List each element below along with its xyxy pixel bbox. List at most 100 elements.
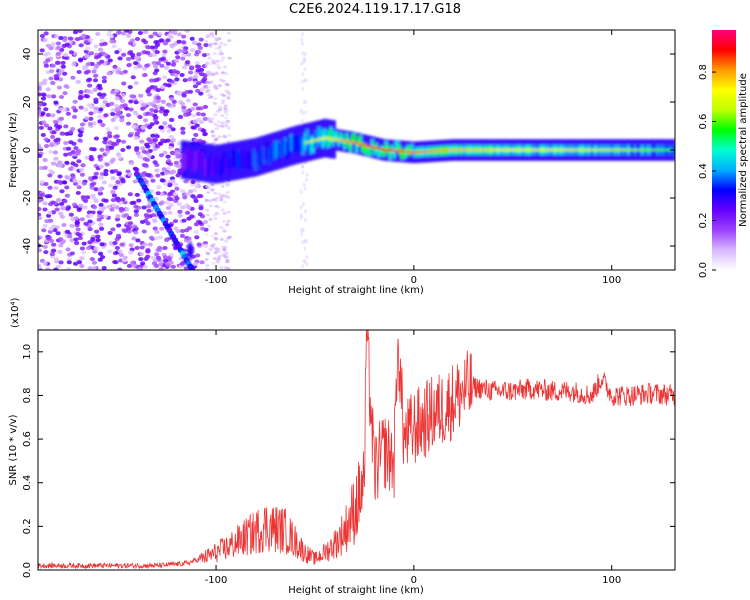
noise-blob — [47, 185, 53, 190]
noise-blob — [219, 237, 224, 241]
noise-blob — [77, 138, 83, 143]
colorbar-tick-label: 0.6 — [698, 114, 709, 130]
ridge-core — [268, 147, 271, 165]
noise-blob — [81, 181, 87, 186]
noise-blob — [71, 114, 78, 119]
noise-blob — [218, 105, 223, 109]
ridge-peak — [367, 145, 370, 148]
noise-blob — [175, 229, 181, 234]
noise-blob — [182, 195, 188, 200]
noise-blob — [301, 111, 305, 116]
ridge-core — [345, 133, 348, 144]
noise-blob — [103, 168, 109, 173]
noise-blob — [142, 242, 148, 247]
snr-plot-area — [38, 330, 675, 570]
ridge-peak — [565, 148, 568, 152]
noise-blob — [174, 196, 180, 201]
ridge-core — [288, 137, 291, 155]
noise-blob — [89, 185, 95, 190]
snr-x-label: Height of straight line (km) — [288, 585, 424, 596]
noise-blob — [210, 32, 214, 36]
noise-blob — [119, 118, 125, 123]
noise-blob — [117, 249, 123, 254]
noise-blob — [202, 104, 209, 109]
noise-blob — [162, 150, 168, 155]
noise-blob — [103, 198, 109, 203]
noise-blob — [89, 182, 95, 187]
low-freq-blob — [187, 242, 194, 259]
noise-blob — [304, 110, 308, 115]
ridge-peak — [442, 149, 445, 152]
noise-blob — [179, 73, 185, 77]
noise-blob — [212, 61, 217, 65]
ridge-peak — [620, 148, 623, 152]
noise-blob — [223, 107, 228, 111]
noise-blob — [195, 111, 202, 116]
noise-blob — [140, 261, 146, 266]
ridge-core — [299, 135, 303, 153]
noise-blob — [57, 237, 64, 242]
noise-blob — [208, 199, 213, 203]
noise-blob — [220, 114, 225, 118]
ridge-core — [205, 159, 208, 176]
noise-blob — [47, 173, 53, 178]
ridge-peak — [323, 136, 326, 140]
noise-blob — [141, 205, 147, 210]
noise-blob — [194, 184, 200, 189]
noise-blob — [76, 185, 82, 190]
noise-blob — [75, 151, 81, 156]
ridge-peak — [535, 148, 538, 152]
noise-blob — [73, 237, 79, 242]
noise-blob — [60, 64, 66, 69]
ridge-peak — [642, 148, 645, 152]
noise-blob — [93, 106, 99, 111]
ridge-peak — [405, 150, 408, 153]
ridge-core — [201, 151, 204, 169]
noise-blob — [198, 194, 204, 199]
noise-blob — [205, 264, 210, 268]
noise-blob — [181, 105, 187, 110]
noise-blob — [113, 169, 119, 173]
noise-blob — [87, 219, 93, 224]
noise-blob — [114, 237, 120, 242]
noise-blob — [221, 93, 226, 97]
noise-blob — [132, 110, 138, 115]
noise-blob — [73, 146, 79, 151]
noise-blob — [55, 41, 62, 46]
noise-blob — [58, 36, 64, 40]
noise-blob — [195, 253, 201, 258]
noise-blob — [186, 236, 192, 241]
noise-blob — [133, 136, 139, 141]
ridge-core — [236, 149, 240, 167]
noise-blob — [141, 229, 147, 234]
ridge-core — [191, 151, 194, 169]
ridge-peak — [553, 148, 556, 152]
noise-blob — [85, 246, 92, 251]
noise-blob — [57, 249, 63, 254]
ridge-peak — [343, 140, 346, 143]
noise-blob — [72, 166, 78, 171]
noise-blob — [145, 173, 151, 177]
ridge-peak — [567, 148, 570, 152]
noise-blob — [124, 30, 130, 33]
noise-blob — [213, 246, 218, 250]
noise-blob — [43, 250, 49, 255]
noise-blob — [128, 250, 134, 255]
noise-blob — [158, 262, 164, 267]
noise-blob — [68, 140, 74, 145]
noise-blob — [212, 85, 217, 89]
noise-blob — [118, 206, 125, 211]
noise-blob — [155, 173, 161, 178]
noise-blob — [146, 153, 152, 158]
noise-blob — [65, 111, 71, 116]
noise-blob — [79, 122, 85, 127]
ridge-peak — [383, 148, 386, 152]
ridge-core — [222, 151, 226, 169]
noise-blob — [167, 210, 173, 215]
ridge-peak — [630, 148, 633, 152]
noise-blob — [182, 78, 188, 83]
noise-blob — [172, 219, 179, 224]
snr-y-tick-label: 0.8 — [22, 388, 33, 404]
noise-blob — [121, 228, 128, 233]
ridge-core — [238, 153, 242, 171]
